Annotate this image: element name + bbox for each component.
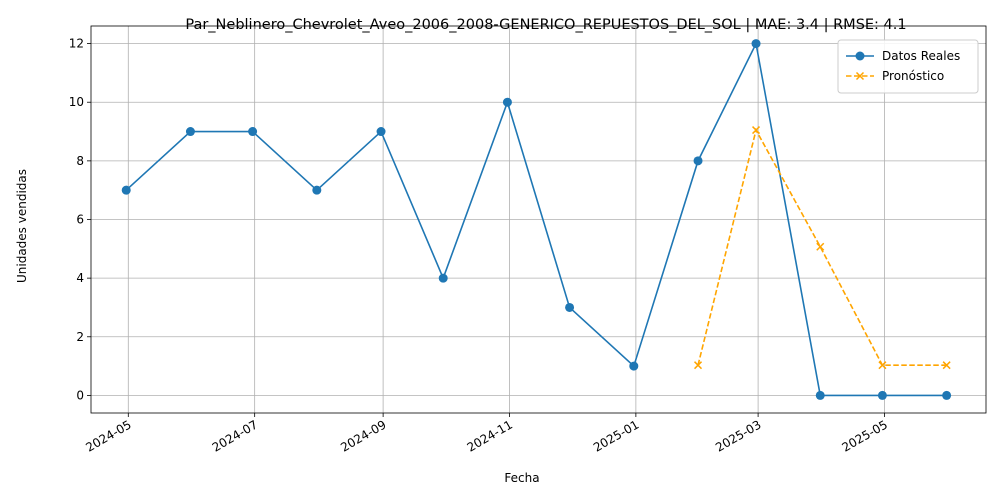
x-tick-label: 2025-01 [591, 417, 641, 454]
x-tick-label: 2024-05 [83, 417, 133, 454]
legend-label-pronostico: Pronóstico [882, 69, 944, 83]
data-point [502, 97, 512, 107]
data-point [693, 361, 703, 370]
data-point [942, 390, 952, 400]
data-point [121, 185, 131, 195]
data-point [693, 156, 703, 166]
data-point [816, 242, 825, 251]
series-datos-reales [121, 39, 952, 400]
y-axis-label: Unidades vendidas [15, 169, 29, 283]
data-point [185, 127, 195, 137]
x-tick-label: 2024-07 [210, 417, 260, 454]
data-point [751, 39, 761, 49]
x-tick-label: 2024-09 [338, 417, 388, 454]
series-pronostico [693, 126, 951, 370]
x-axis-ticks: 2024-05 2024-07 2024-09 2024-11 2025-01 2025-… [83, 413, 890, 455]
x-axis-label: Fecha [504, 471, 539, 485]
data-point [248, 127, 258, 137]
y-tick-label: 6 [76, 213, 84, 227]
y-tick-label: 4 [76, 271, 84, 285]
series-layer [121, 39, 952, 400]
legend-marker-datos-reales [855, 51, 865, 61]
data-point [376, 127, 386, 137]
data-point [312, 185, 322, 195]
data-point [878, 361, 887, 370]
x-tick-label: 2025-03 [713, 417, 763, 454]
y-axis-ticks: 0 2 4 6 8 10 12 [69, 37, 91, 402]
data-point [752, 126, 761, 135]
series-line [125, 41, 947, 397]
x-tick-label: 2025-05 [840, 417, 890, 454]
x-tick-label: 2024-11 [465, 417, 515, 454]
data-point [877, 390, 887, 400]
series-line [697, 127, 947, 367]
y-tick-label: 8 [76, 154, 84, 168]
y-tick-label: 10 [69, 95, 84, 109]
y-tick-label: 0 [76, 388, 84, 402]
y-tick-label: 12 [69, 37, 84, 51]
legend-box [837, 39, 979, 94]
legend-label-datos-reales: Datos Reales [882, 49, 960, 63]
data-point [942, 361, 951, 370]
data-point [815, 390, 825, 400]
chart-title: Par_Neblinero_Chevrolet_Aveo_2006_2008-G… [185, 17, 906, 33]
legend-marker-pronostico [855, 71, 865, 81]
data-point [629, 361, 639, 371]
y-tick-label: 2 [76, 330, 84, 344]
legend: Datos Reales Pronóstico [837, 39, 979, 94]
data-point [438, 273, 448, 283]
data-point [565, 302, 575, 312]
